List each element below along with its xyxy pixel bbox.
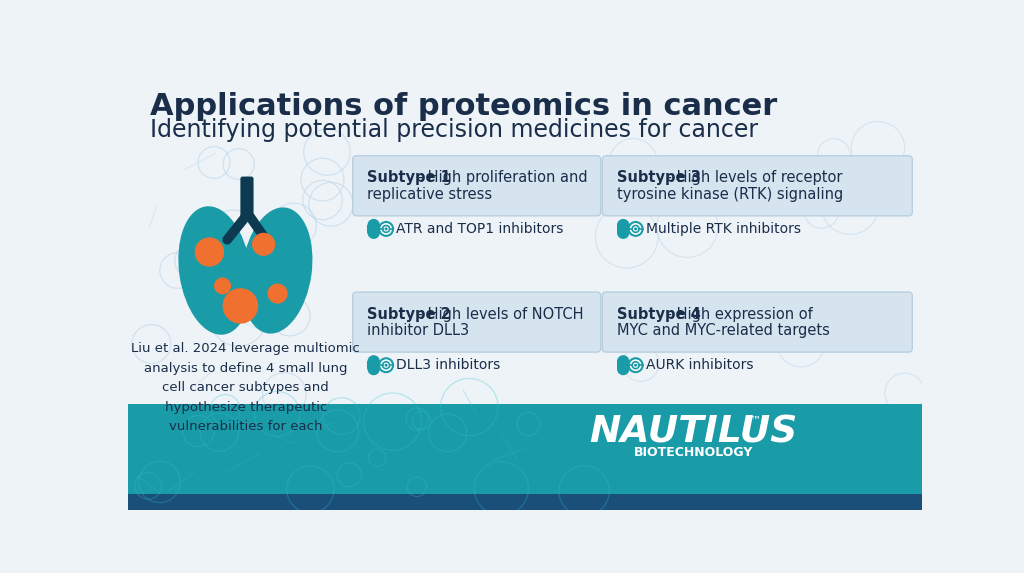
Text: Multiple RTK inhibitors: Multiple RTK inhibitors [646,222,801,236]
Circle shape [379,358,393,372]
Ellipse shape [617,363,630,375]
Text: NAUTILUS: NAUTILUS [590,414,798,450]
Circle shape [214,277,231,295]
Text: MYC and MYC-related targets: MYC and MYC-related targets [617,323,829,338]
Circle shape [385,364,388,367]
Ellipse shape [178,206,251,335]
Text: - High proliferation and: - High proliferation and [413,170,588,186]
Circle shape [379,222,393,236]
FancyBboxPatch shape [602,156,912,216]
Text: DLL3 inhibitors: DLL3 inhibitors [396,358,501,372]
FancyBboxPatch shape [352,156,601,216]
Text: Subtype 4: Subtype 4 [617,307,700,321]
FancyBboxPatch shape [128,404,922,510]
Ellipse shape [368,363,380,375]
Circle shape [195,237,224,266]
Text: Subtype 3: Subtype 3 [617,170,700,186]
Circle shape [632,362,639,368]
Circle shape [222,288,258,324]
Text: Identifying potential precision medicines for cancer: Identifying potential precision medicine… [150,118,758,142]
FancyBboxPatch shape [602,292,912,352]
Text: Subtype 1: Subtype 1 [368,170,452,186]
FancyBboxPatch shape [352,292,601,352]
FancyBboxPatch shape [617,225,630,233]
Ellipse shape [368,226,380,239]
Circle shape [252,233,275,256]
Circle shape [383,362,389,368]
Circle shape [629,358,643,372]
FancyBboxPatch shape [617,362,630,369]
Text: BIOTECHNOLOGY: BIOTECHNOLOGY [634,446,754,459]
Ellipse shape [368,355,380,367]
Ellipse shape [617,355,630,367]
Text: Applications of proteomics in cancer: Applications of proteomics in cancer [150,92,777,121]
Ellipse shape [368,219,380,231]
Circle shape [267,284,288,304]
Text: replicative stress: replicative stress [368,187,493,202]
Text: tyrosine kinase (RTK) signaling: tyrosine kinase (RTK) signaling [617,187,844,202]
Text: Subtype 2: Subtype 2 [368,307,452,321]
Text: ™: ™ [750,417,761,426]
Circle shape [629,222,643,236]
Circle shape [632,225,639,233]
Ellipse shape [241,207,312,333]
Ellipse shape [617,226,630,239]
Text: AURK inhibitors: AURK inhibitors [646,358,754,372]
Text: Liu et al. 2024 leverage multiomic
analysis to define 4 small lung
cell cancer s: Liu et al. 2024 leverage multiomic analy… [131,342,360,433]
Circle shape [634,364,637,367]
Text: - High levels of NOTCH: - High levels of NOTCH [413,307,584,321]
FancyBboxPatch shape [128,494,922,510]
FancyBboxPatch shape [368,362,380,369]
Ellipse shape [617,219,630,231]
Text: inhibitor DLL3: inhibitor DLL3 [368,323,470,338]
FancyBboxPatch shape [241,176,254,221]
Text: ATR and TOP1 inhibitors: ATR and TOP1 inhibitors [396,222,563,236]
Text: - High expression of: - High expression of [663,307,813,321]
FancyBboxPatch shape [368,225,380,233]
Text: - High levels of receptor: - High levels of receptor [663,170,843,186]
Circle shape [385,227,388,230]
Circle shape [634,227,637,230]
Circle shape [383,225,389,233]
